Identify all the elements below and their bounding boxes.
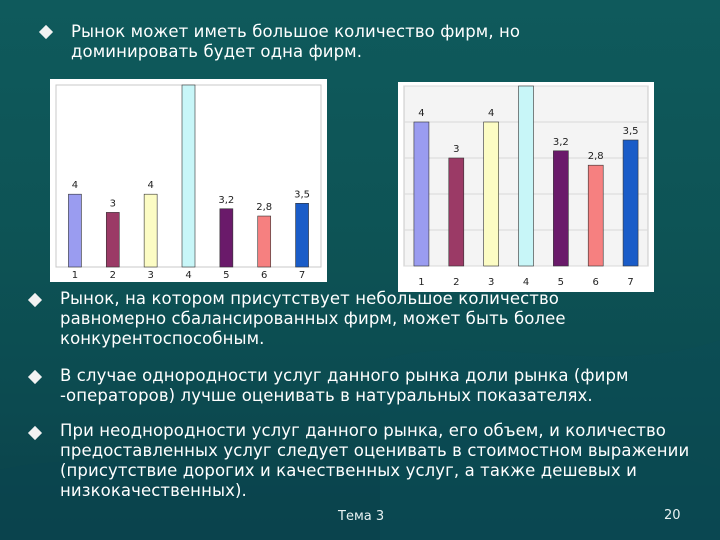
category-label-6: 6	[593, 277, 599, 288]
bullet-text-2: Рынок, на котором присутствует небольшое…	[60, 289, 566, 348]
category-label-2: 2	[453, 277, 459, 288]
bar-5	[553, 150, 569, 267]
data-label-1: 4	[72, 180, 78, 191]
category-label-4: 4	[185, 270, 191, 281]
bar-2	[448, 157, 465, 267]
bar-4	[518, 85, 534, 267]
chart-left-svg: 4 1 3 2 4 3 10 4 3,2 5 2,8 6 3,5 7	[55, 79, 322, 281]
category-label-3: 3	[147, 270, 153, 281]
bullet-marker-3	[27, 369, 43, 385]
bullet-marker-2	[27, 292, 43, 308]
data-label-2: 3	[453, 144, 459, 155]
category-label-7: 7	[299, 270, 305, 281]
chart-left: 4 1 3 2 4 3 10 4 3,2 5 2,8 6 3,5 7	[50, 79, 327, 282]
data-label-3: 4	[147, 180, 153, 191]
data-label-4: 10	[182, 79, 195, 82]
data-label-1: 4	[418, 108, 424, 119]
category-label-5: 5	[558, 277, 564, 288]
category-label-6: 6	[261, 270, 267, 281]
bar-2	[105, 212, 120, 268]
data-label-7: 3,5	[623, 126, 639, 137]
category-label-1: 1	[418, 277, 424, 288]
data-label-5: 3,2	[553, 137, 569, 148]
bar-1	[413, 121, 430, 267]
bullet-text-4: При неоднородности услуг данного рынка, …	[60, 421, 690, 500]
chart-right: 4 1 3 2 4 3 5 4 3,2 5 2,8 6 3,5 7	[398, 82, 654, 292]
bar-4	[181, 84, 196, 268]
category-label-4: 4	[523, 277, 529, 288]
data-label-6: 2,8	[256, 202, 272, 213]
footer-page-number: 20	[664, 508, 681, 523]
bullet-marker-4	[27, 425, 43, 441]
data-label-3: 4	[488, 108, 494, 119]
category-label-7: 7	[627, 277, 633, 288]
bar-1	[68, 193, 82, 268]
category-label-5: 5	[223, 270, 229, 281]
data-label-6: 2,8	[588, 151, 604, 162]
bar-7	[622, 139, 639, 267]
bar-6	[257, 215, 272, 268]
category-label-2: 2	[110, 270, 116, 281]
bar-3	[483, 121, 499, 267]
category-label-3: 3	[488, 277, 494, 288]
bar-6	[587, 164, 604, 267]
footer-topic: Тема 3	[338, 509, 385, 524]
bar-7	[295, 203, 309, 268]
data-label-4: 5	[523, 82, 529, 83]
bar-5	[219, 208, 234, 268]
bullet-text-1: Рынок может иметь большое количество фир…	[71, 22, 521, 61]
bullet-text-3: В случае однородности услуг данного рынк…	[60, 366, 629, 405]
chart-right-svg: 4 1 3 2 4 3 5 4 3,2 5 2,8 6 3,5 7	[403, 82, 649, 288]
bullet-marker-1	[38, 24, 54, 40]
category-label-1: 1	[72, 270, 78, 281]
data-label-5: 3,2	[218, 195, 234, 206]
bar-3	[143, 193, 158, 268]
data-label-2: 3	[110, 198, 116, 209]
data-label-7: 3,5	[294, 189, 310, 200]
